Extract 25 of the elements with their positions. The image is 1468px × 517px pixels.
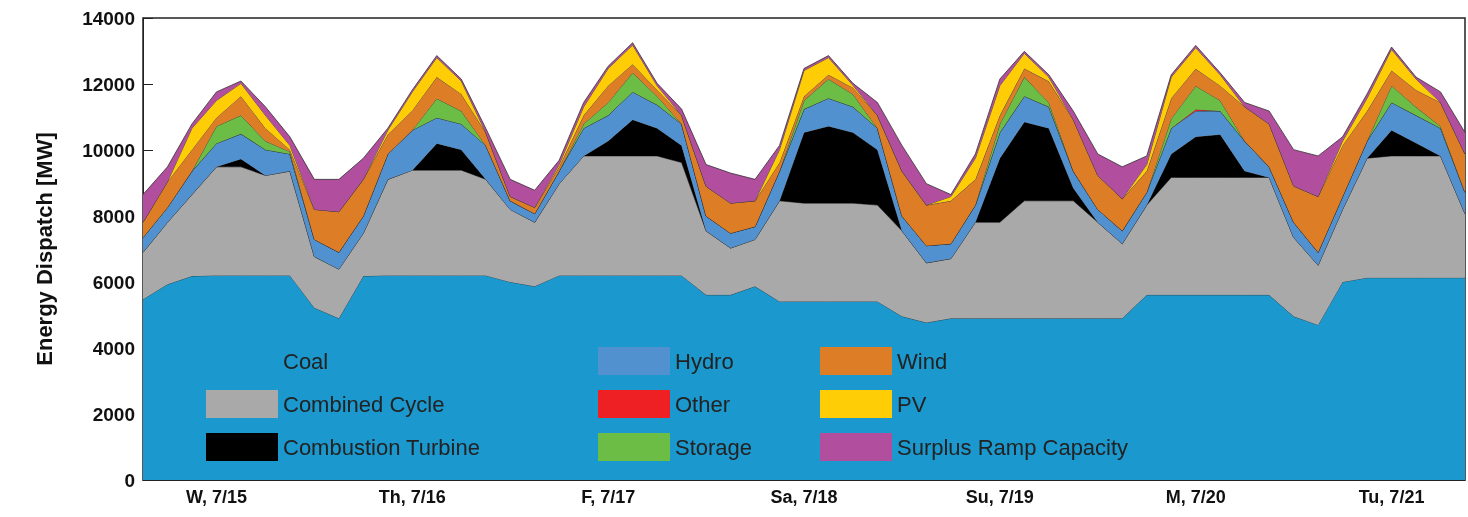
y-tick-label: 2000 [92, 403, 135, 425]
y-tick-label: 6000 [92, 271, 135, 293]
x-tick-label: Sa, 7/18 [770, 487, 838, 507]
x-tick-label: Th, 7/16 [378, 487, 446, 507]
legend-label: Other [675, 391, 731, 417]
legend-label: Wind [897, 348, 948, 374]
y-tick-label: 0 [124, 469, 135, 491]
y-axis-title: Energy Dispatch [MW] [31, 132, 57, 366]
x-tick-label: F, 7/17 [581, 487, 636, 507]
y-tick-label: 4000 [92, 337, 135, 359]
y-tick-label: 10000 [82, 139, 135, 161]
legend-label: Surplus Ramp Capacity [897, 434, 1129, 460]
x-tick-label: W, 7/15 [185, 487, 247, 507]
legend-label: Combustion Turbine [283, 434, 480, 460]
legend-label: Hydro [675, 348, 734, 374]
legend-label: Storage [675, 434, 753, 460]
x-tick-label: Su, 7/19 [965, 487, 1034, 507]
y-tick-label: 8000 [92, 205, 135, 227]
y-tick-label: 14000 [82, 7, 135, 29]
y-tick-label: 12000 [82, 73, 135, 95]
legend-label: PV [897, 391, 927, 417]
x-tick-label: M, 7/20 [1165, 487, 1226, 507]
legend-label: Combined Cycle [283, 391, 445, 417]
x-tick-label: Tu, 7/21 [1358, 487, 1425, 507]
series-label: Coal [283, 348, 329, 374]
